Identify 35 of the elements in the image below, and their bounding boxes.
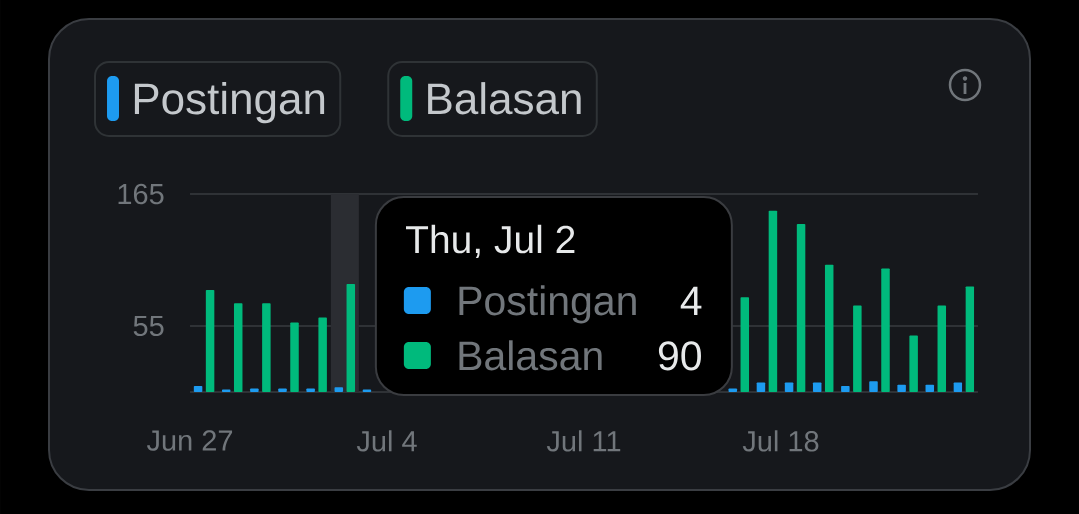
bar: [869, 381, 878, 392]
x-tick-label: Jul 11: [546, 430, 621, 452]
bar: [937, 305, 947, 392]
annotation: Thu, Jul 2: [406, 224, 575, 258]
bar: [784, 382, 794, 392]
bar: [740, 297, 750, 392]
bar: [953, 382, 963, 392]
bar: [768, 210, 778, 392]
x-tick-label: Jul 4: [356, 430, 417, 452]
bar: [965, 286, 975, 392]
bar: [812, 382, 822, 392]
bar: [318, 317, 327, 392]
bar: [262, 303, 271, 392]
x-tick-label: Jul 18: [742, 430, 819, 452]
bar: [233, 303, 243, 392]
bar: [897, 384, 906, 392]
bar: [824, 264, 834, 392]
bar: [881, 268, 890, 392]
bar: [205, 290, 215, 392]
y-tick-label: 55: [133, 315, 164, 337]
annotation: 90: [658, 341, 701, 371]
y-tick-label: 165: [118, 183, 164, 205]
bar: [346, 283, 356, 392]
bar: [853, 305, 862, 392]
bar: [290, 322, 299, 392]
annotation: Balasan: [459, 340, 602, 371]
bar: [756, 382, 766, 392]
annotation: 4: [680, 286, 702, 315]
legend-label: Balasan: [428, 82, 581, 115]
bar: [925, 384, 935, 392]
x-tick-label: Jun 27: [146, 430, 233, 451]
bar: [796, 224, 806, 392]
annotation: Postingan: [459, 285, 636, 324]
bar: [909, 335, 918, 392]
legend-label: Postingan: [134, 82, 325, 124]
